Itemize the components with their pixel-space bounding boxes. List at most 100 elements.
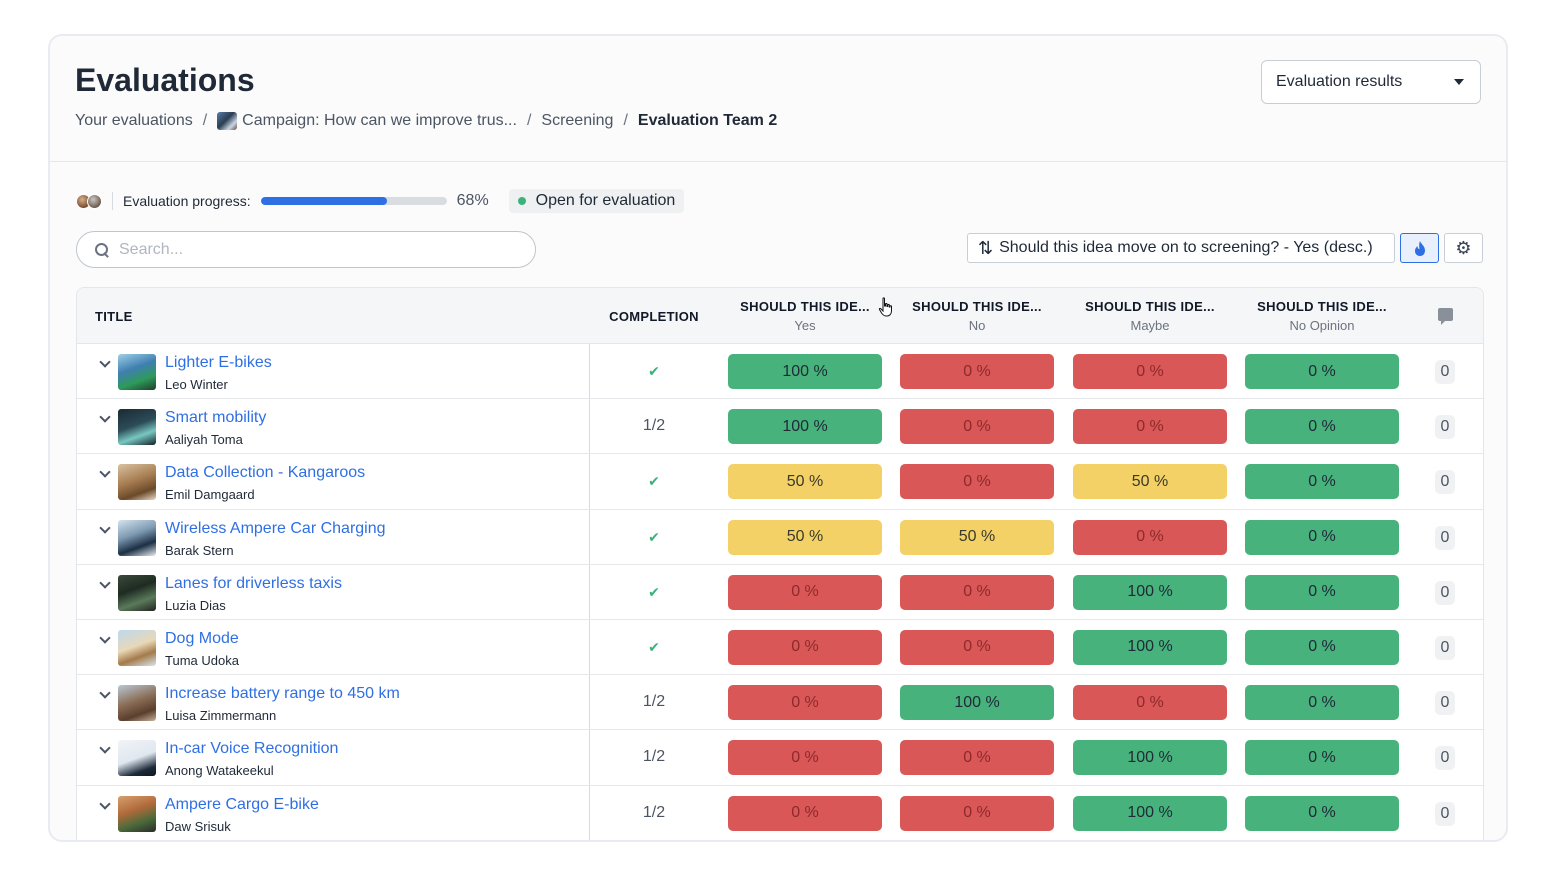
table-row[interactable]: Lanes for driverless taxis Luzia Dias ✔ 0 %…	[77, 565, 1483, 620]
result-cell[interactable]: 0 %	[900, 354, 1054, 389]
result-cell[interactable]: 0 %	[900, 574, 1054, 610]
table-row[interactable]: Increase battery range to 450 km Luisa Zi…	[77, 675, 1483, 731]
result-cell[interactable]: 0 %	[1073, 354, 1227, 389]
idea-title-link[interactable]: Lanes for driverless taxis	[165, 574, 342, 592]
idea-title-link[interactable]: Smart mobility	[165, 409, 267, 427]
result-cell[interactable]: 100 %	[1073, 795, 1227, 831]
search-input[interactable]	[119, 240, 519, 259]
table-settings-button[interactable]: ⚙	[1444, 233, 1483, 263]
evaluation-results-select-label: Evaluation results	[1276, 73, 1403, 90]
result-cell[interactable]: 0 %	[728, 629, 882, 665]
idea-title-link[interactable]: In-car Voice Recognition	[165, 740, 339, 758]
result-cell[interactable]: 0 %	[900, 464, 1054, 500]
comment-count[interactable]: 0	[1435, 470, 1455, 495]
breadcrumb-item-campaign[interactable]: Campaign: How can we improve trus...	[242, 112, 517, 129]
result-cell[interactable]: 100 %	[900, 685, 1054, 721]
comment-count[interactable]: 0	[1435, 525, 1455, 550]
result-cell[interactable]: 0 %	[900, 740, 1054, 776]
breadcrumb-item-screening[interactable]: Screening	[541, 112, 614, 129]
evaluation-results-select[interactable]: Evaluation results	[1261, 60, 1481, 104]
result-cell[interactable]: 0 %	[1245, 795, 1399, 831]
column-header-question-yes[interactable]: SHOULD THIS IDE... Yes	[728, 299, 882, 333]
result-cell[interactable]: 0 %	[1245, 685, 1399, 721]
column-header-question-no[interactable]: SHOULD THIS IDE... No	[900, 299, 1054, 333]
progress-bar	[260, 197, 447, 205]
sort-button[interactable]: ⇅ Should this idea move on to screening?…	[967, 233, 1395, 263]
column-header-completion[interactable]: COMPLETION	[609, 309, 699, 324]
result-cell[interactable]: 0 %	[1245, 409, 1399, 445]
result-cell[interactable]: 0 %	[1073, 519, 1227, 555]
chevron-down-icon[interactable]	[99, 687, 111, 699]
chevron-down-icon[interactable]	[99, 356, 111, 368]
result-cell[interactable]: 0 %	[900, 629, 1054, 665]
chevron-down-icon[interactable]	[99, 521, 111, 534]
result-cell[interactable]: 100 %	[1073, 740, 1227, 776]
completion-count: 1/2	[642, 803, 666, 821]
comment-count[interactable]: 0	[1435, 801, 1455, 826]
chevron-down-icon[interactable]	[99, 577, 111, 589]
chevron-down-icon[interactable]	[99, 632, 111, 644]
avatar	[87, 193, 102, 209]
column-header-question-no-opinion[interactable]: SHOULD THIS IDE... No Opinion	[1245, 299, 1399, 333]
column-header-question-maybe[interactable]: SHOULD THIS IDE... Maybe	[1073, 299, 1227, 333]
idea-title-link[interactable]: Data Collection - Kangaroos	[165, 464, 366, 482]
chevron-down-icon[interactable]	[99, 466, 111, 479]
idea-title-link[interactable]: Ampere Cargo E-bike	[165, 795, 319, 813]
completion-count: 1/2	[642, 748, 666, 766]
table-row[interactable]: In-car Voice Recognition Anong Watakeekul…	[77, 730, 1483, 786]
result-cell[interactable]: 50 %	[728, 519, 882, 555]
table-row[interactable]: Ampere Cargo E-bike Daw Srisuk 1/2 0 % 0 % 10…	[77, 786, 1483, 840]
sort-button-label: Should this idea move on to screening? -…	[999, 239, 1373, 256]
table-row[interactable]: Data Collection - Kangaroos Emil Damgaard…	[77, 454, 1483, 510]
comment-count[interactable]: 0	[1435, 691, 1455, 716]
result-cell[interactable]: 100 %	[728, 354, 882, 389]
column-header-title[interactable]: TITLE	[95, 309, 133, 324]
breadcrumb-item-your-evaluations[interactable]: Your evaluations	[75, 112, 193, 129]
heatmap-toggle-button[interactable]	[1400, 233, 1439, 263]
completion-check-icon: ✔	[648, 473, 660, 490]
result-cell[interactable]: 0 %	[1245, 519, 1399, 555]
result-cell[interactable]: 0 %	[900, 795, 1054, 831]
result-cell[interactable]: 0 %	[1073, 409, 1227, 445]
table-row[interactable]: Lighter E-bikes Leo Winter ✔ 100 % 0 % 0 % 0 %…	[77, 344, 1483, 400]
chevron-down-icon[interactable]	[99, 742, 111, 754]
result-cell[interactable]: 100 %	[1073, 629, 1227, 665]
evaluator-avatars[interactable]	[76, 193, 102, 209]
result-cell[interactable]: 0 %	[728, 574, 882, 610]
idea-title-link[interactable]: Dog Mode	[165, 629, 239, 647]
chevron-down-icon[interactable]	[99, 411, 111, 423]
idea-author: Luzia Dias	[165, 597, 226, 613]
result-cell[interactable]: 0 %	[1245, 740, 1399, 776]
idea-title-link[interactable]: Increase battery range to 450 km	[165, 685, 400, 703]
idea-title-link[interactable]: Lighter E-bikes	[165, 354, 272, 371]
table-row[interactable]: Wireless Ampere Car Charging Barak Stern ✔…	[77, 510, 1483, 565]
comment-count[interactable]: 0	[1435, 580, 1455, 605]
divider	[112, 192, 113, 210]
table-row[interactable]: Dog Mode Tuma Udoka ✔ 0 % 0 % 100 % 0 % 0	[77, 620, 1483, 676]
comment-count[interactable]: 0	[1435, 360, 1455, 384]
comment-count[interactable]: 0	[1435, 746, 1455, 771]
result-cell[interactable]: 0 %	[728, 795, 882, 831]
result-cell[interactable]: 50 %	[900, 519, 1054, 555]
result-cell[interactable]: 0 %	[1245, 354, 1399, 389]
table-row[interactable]: Smart mobility Aaliyah Toma 1/2 100 % 0 % 0 %…	[77, 399, 1483, 455]
status-badge-label: Open for evaluation	[535, 192, 676, 209]
comment-count[interactable]: 0	[1435, 415, 1455, 440]
result-cell[interactable]: 50 %	[1073, 464, 1227, 500]
result-cell[interactable]: 0 %	[728, 740, 882, 776]
comment-count[interactable]: 0	[1435, 635, 1455, 660]
result-cell[interactable]: 50 %	[728, 464, 882, 500]
result-cell[interactable]: 0 %	[1245, 574, 1399, 610]
result-cell[interactable]: 0 %	[1073, 685, 1227, 721]
idea-title-link[interactable]: Wireless Ampere Car Charging	[165, 519, 386, 537]
result-cell[interactable]: 100 %	[1073, 574, 1227, 610]
completion-check-icon: ✔	[648, 528, 660, 545]
result-cell[interactable]: 0 %	[1245, 629, 1399, 665]
result-cell[interactable]: 100 %	[728, 409, 882, 445]
idea-thumbnail	[118, 409, 156, 446]
result-cell[interactable]: 0 %	[900, 409, 1054, 445]
completion-check-icon: ✔	[648, 363, 660, 379]
chevron-down-icon[interactable]	[99, 797, 111, 810]
result-cell[interactable]: 0 %	[1245, 464, 1399, 500]
result-cell[interactable]: 0 %	[728, 685, 882, 721]
